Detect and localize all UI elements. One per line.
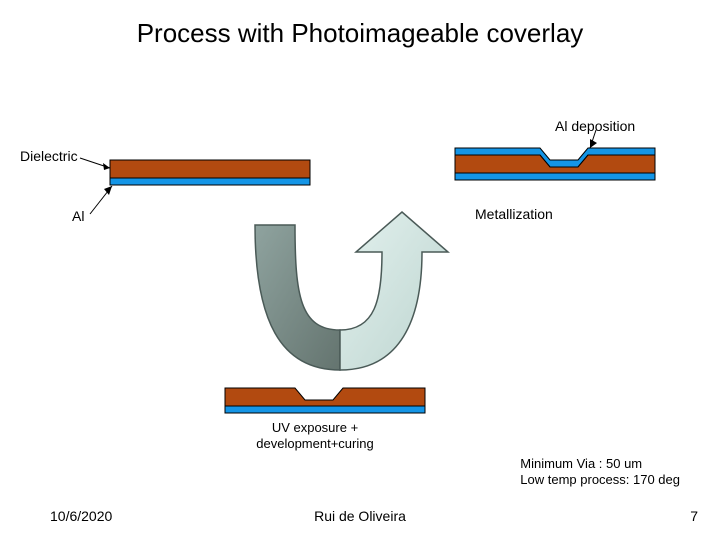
stack-2	[225, 388, 425, 418]
stack3-al-bottom	[455, 173, 655, 180]
label-uv: UV exposure + development+curing	[245, 420, 385, 451]
slide-title: Process with Photoimageable coverlay	[0, 18, 720, 49]
label-al: Al	[72, 208, 84, 224]
arrow-left-half	[255, 225, 340, 370]
arrow-al	[90, 184, 120, 216]
label-metallization: Metallization	[475, 206, 553, 222]
stack1-al	[110, 178, 310, 185]
stack-3	[455, 148, 655, 188]
footer-page: 7	[690, 508, 698, 524]
spec-text: Minimum Via : 50 um Low temp process: 17…	[520, 456, 680, 489]
stack-1	[110, 160, 310, 190]
stack1-dielectric	[110, 160, 310, 178]
stack2-dielectric	[225, 388, 425, 406]
footer-author: Rui de Oliveira	[0, 508, 720, 524]
arrow-al-deposition	[590, 130, 640, 152]
label-dielectric: Dielectric	[20, 148, 78, 164]
spec-line2: Low temp process: 170 deg	[520, 472, 680, 488]
stack2-al	[225, 406, 425, 413]
arrow-dielectric	[80, 156, 115, 174]
spec-line1: Minimum Via : 50 um	[520, 456, 680, 472]
arrow-right-half	[340, 212, 448, 370]
process-arrow	[200, 210, 480, 390]
